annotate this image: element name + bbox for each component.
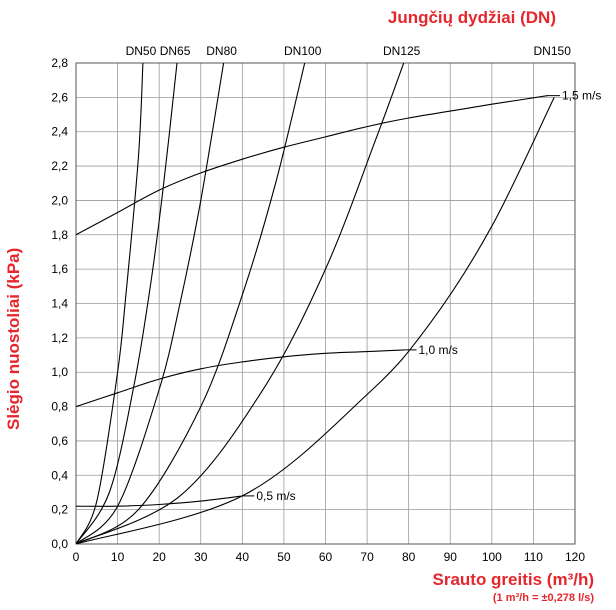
series-line-dn50: [76, 63, 144, 544]
x-tick-label: 110: [524, 550, 543, 564]
y-tick-label: 0,6: [51, 434, 68, 448]
y-tick-label: 1,4: [51, 297, 68, 311]
series-line-0-5-m-s: [76, 495, 243, 507]
series-label-1-0-m-s: 1,0 m/s: [419, 343, 458, 357]
series-line-1-5-m-s: [76, 95, 549, 236]
x-tick-label: 100: [482, 550, 502, 564]
y-tick-label: 0,8: [51, 400, 68, 414]
series-label-dn80: DN80: [206, 44, 237, 58]
x-tick-label: 10: [111, 550, 125, 564]
y-tick-label: 2,6: [51, 90, 68, 104]
series-line-dn65: [76, 63, 178, 544]
y-tick-label: 0,4: [51, 468, 68, 482]
y-tick-label: 2,4: [51, 125, 68, 139]
series-label-1-5-m-s: 1,5 m/s: [562, 89, 601, 103]
x-tick-label: 90: [444, 550, 458, 564]
x-axis-note: (1 m³/h = ±0,278 l/s): [492, 592, 594, 604]
x-tick-label: 60: [319, 550, 333, 564]
y-tick-label: 2,2: [51, 159, 68, 173]
y-tick-label: 0,2: [51, 503, 68, 517]
series-line-dn100: [76, 63, 306, 544]
series-line-1-0-m-s: [76, 349, 405, 408]
y-tick-label: 1,2: [51, 331, 68, 345]
x-tick-label: 120: [565, 550, 585, 564]
y-tick-label: 1,6: [51, 262, 68, 276]
series-line-dn150: [76, 97, 555, 544]
x-tick-label: 30: [194, 550, 208, 564]
series-line-dn125: [76, 63, 405, 544]
series-label-dn125: DN125: [383, 44, 421, 58]
x-tick-label: 80: [402, 550, 416, 564]
x-tick-label: 40: [236, 550, 250, 564]
x-tick-label: 50: [277, 550, 291, 564]
series-label-0-5-m-s: 0,5 m/s: [256, 489, 295, 503]
y-tick-label: 1,0: [51, 365, 68, 379]
x-tick-label: 0: [73, 550, 80, 564]
chart-title: Jungčių dydžiai (DN): [387, 8, 556, 27]
series-label-dn100: DN100: [284, 44, 322, 58]
series-label-dn50: DN50: [126, 44, 157, 58]
y-tick-label: 0,0: [51, 537, 68, 551]
x-tick-label: 20: [152, 550, 166, 564]
y-tick-label: 2,8: [51, 56, 68, 70]
y-axis-label: Slėgio nuostoliai (kPa): [4, 247, 23, 430]
y-tick-label: 2,0: [51, 193, 68, 207]
plot-frame: [75, 62, 576, 545]
x-tick-label: 70: [360, 550, 374, 564]
x-axis-label: Srauto greitis (m³/h): [432, 570, 594, 589]
series-label-dn150: DN150: [534, 44, 572, 58]
y-tick-label: 1,8: [51, 228, 68, 242]
series-label-dn65: DN65: [160, 44, 191, 58]
